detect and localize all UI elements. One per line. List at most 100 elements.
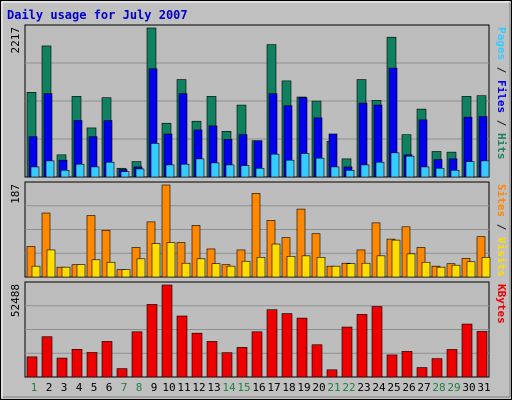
bar-pages-16 [255,167,265,178]
bar-kbytes-4 [71,349,83,378]
bar-kbytes-30 [461,323,473,378]
side-legend: Pages / Files / Hits [495,27,508,160]
side-legend-part: / [495,60,508,80]
side-legend-part: Pages [495,27,508,60]
bar-kbytes-23 [356,314,368,378]
bar-sites-17 [271,243,281,278]
bar-pages-2 [45,160,55,178]
series-visits [26,184,486,278]
bar-visits-26 [401,226,411,278]
bar-kbytes-9 [146,304,158,378]
y-max-label: 187 [9,184,22,204]
bar-pages-9 [150,143,160,178]
bar-sites-13 [211,263,221,278]
x-tick-label-12: 12 [192,381,205,394]
side-legend-part: Files [495,80,508,113]
bar-kbytes-1 [26,356,38,378]
bar-kbytes-6 [101,341,113,378]
side-legend-part: KBytes [495,284,508,324]
series-sites [31,239,491,278]
bar-visits-16 [251,193,261,278]
side-legend-part: / [495,217,508,237]
bar-visits-11 [176,242,186,278]
bar-sites-2 [46,249,56,278]
bar-kbytes-14 [221,352,233,378]
bar-kbytes-18 [281,313,293,378]
bar-pages-27 [420,166,430,178]
bar-visits-12 [191,225,201,278]
x-tick-label-31: 31 [477,381,490,394]
bar-pages-31 [480,160,490,178]
side-legend-part: Hits [495,133,508,160]
bar-visits-5 [86,215,96,278]
chart-title: Daily usage for July 2007 [7,8,188,22]
bar-kbytes-27 [416,367,428,378]
side-legend: Sites / Visits [495,184,508,277]
series-files [28,67,488,178]
bar-sites-3 [61,266,71,278]
bar-visits-19 [296,208,306,278]
bar-sites-6 [106,261,116,278]
x-tick-label-26: 26 [402,381,415,394]
x-tick-label-28: 28 [432,381,445,394]
x-tick-label-5: 5 [91,381,98,394]
bar-sites-30 [466,261,476,278]
bar-kbytes-10 [161,284,173,378]
bar-kbytes-21 [326,369,338,378]
bar-kbytes-31 [476,331,488,378]
bar-pages-11 [180,163,190,178]
bar-pages-19 [300,153,310,178]
series-pages [30,143,490,178]
bar-kbytes-20 [311,344,323,378]
bar-pages-14 [225,164,235,178]
bar-visits-13 [206,248,216,278]
side-legend: KBytes [495,284,508,324]
bar-pages-10 [165,164,175,178]
bar-visits-31 [476,236,486,278]
bar-sites-31 [481,257,491,278]
bar-pages-26 [405,155,415,178]
y-max-label: 52488 [9,284,22,317]
x-tick-label-24: 24 [372,381,386,394]
bar-kbytes-24 [371,306,383,378]
panel-visits-sites: 187 Sites / Visits [9,181,508,278]
bar-visits-1 [26,246,36,278]
bar-sites-28 [436,266,446,278]
bar-sites-26 [406,253,416,278]
x-tick-label-16: 16 [252,381,265,394]
bar-sites-25 [391,239,401,278]
bar-kbytes-12 [191,332,203,378]
panel-kbytes: 52488 KBytes [9,281,508,378]
bar-visits-20 [311,233,321,278]
bar-visits-2 [41,212,51,278]
bar-pages-3 [60,169,70,178]
bar-kbytes-16 [251,331,263,378]
x-tick-label-13: 13 [207,381,220,394]
bar-visits-6 [101,229,111,278]
side-legend-part: / [495,113,508,133]
bar-pages-21 [330,166,340,178]
bar-kbytes-28 [431,358,443,378]
bar-pages-8 [135,168,145,178]
bar-pages-17 [270,153,280,178]
bar-sites-1 [31,265,41,278]
bar-visits-10 [161,184,171,278]
bar-sites-4 [76,264,86,278]
x-tick-label-20: 20 [312,381,325,394]
y-max-label: 2217 [9,27,22,54]
bar-pages-28 [435,167,445,178]
bar-kbytes-7 [116,368,128,378]
x-tick-label-22: 22 [342,381,355,394]
panel-hits-files-pages: 2217 Pages / Files / Hits [9,24,508,178]
x-tick-label-1: 1 [31,381,38,394]
bar-sites-22 [346,263,356,278]
bar-pages-22 [345,169,355,178]
bar-kbytes-19 [296,317,308,378]
bar-kbytes-17 [266,309,278,378]
x-tick-label-27: 27 [417,381,430,394]
x-tick-label-21: 21 [327,381,340,394]
bar-pages-15 [240,165,250,178]
x-tick-label-23: 23 [357,381,370,394]
x-tick-label-25: 25 [387,381,400,394]
bar-kbytes-2 [41,336,53,378]
